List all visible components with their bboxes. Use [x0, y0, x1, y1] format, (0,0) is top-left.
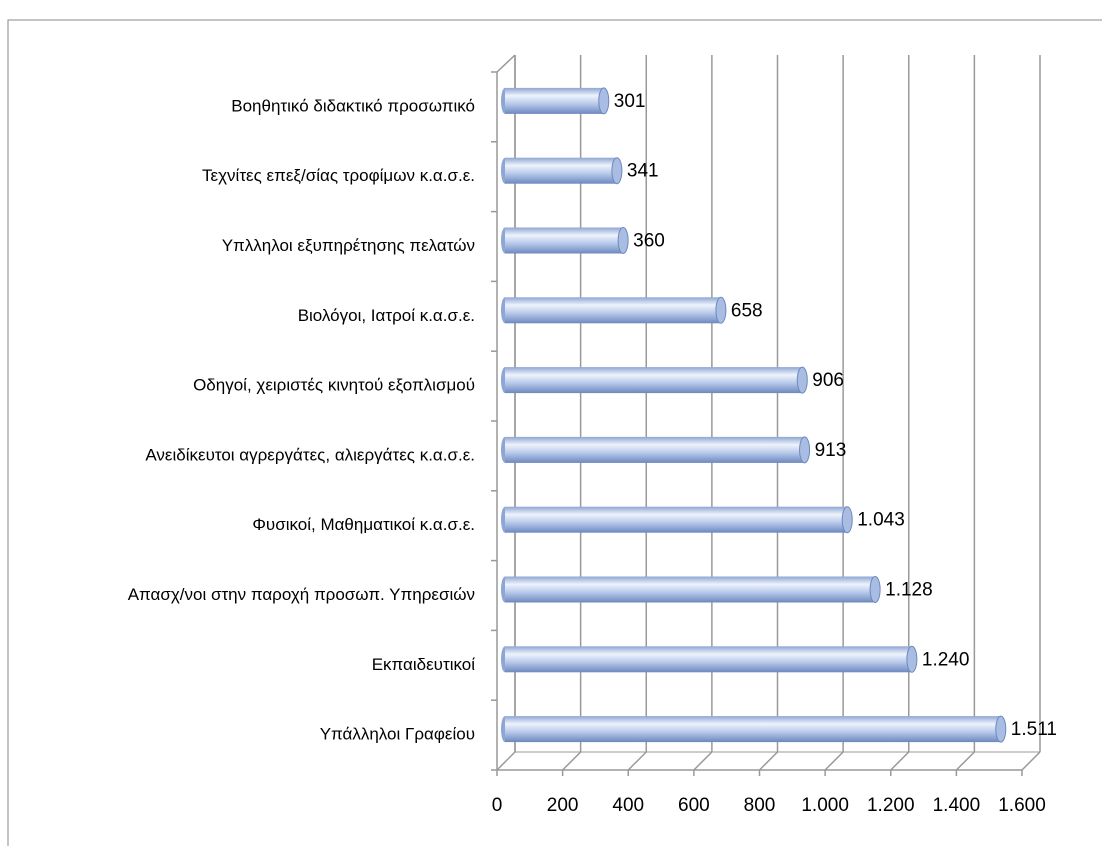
bar-cap: [715, 296, 727, 324]
grid-line: [627, 751, 647, 771]
x-tick-label: 400: [612, 795, 644, 816]
bar: [505, 716, 1001, 743]
x-tick-label: 800: [744, 795, 776, 816]
grid-line: [562, 751, 582, 771]
y-tick-label: Ανειδίκευτοι αγρεργάτες, αλιεργάτες κ.α.…: [145, 445, 475, 464]
y-tick-label: Τεχνίτες επεξ/σίας τροφίμων κ.α.σ.ε.: [202, 166, 475, 185]
y-tick-label: Απασχ/νοι στην παροχή προσωπ. Υπηρεσιών: [128, 585, 475, 604]
bar-cap: [796, 366, 808, 394]
x-tick-label: 1.000: [801, 795, 849, 816]
value-label: 913: [815, 440, 847, 461]
axis-line: [496, 54, 516, 73]
y-tick-label: Οδηγοί, χειριστές κινητού εξοπλισμού: [193, 376, 475, 395]
grid-line: [824, 751, 844, 771]
bar-cap: [869, 576, 881, 603]
grid-line: [955, 751, 975, 771]
bar-cap: [617, 227, 629, 254]
bar-cap: [598, 87, 610, 115]
chart-frame: [7, 19, 1102, 846]
grid-line: [1021, 751, 1041, 771]
value-label: 360: [633, 231, 665, 252]
value-label: 301: [614, 91, 646, 112]
value-label: 658: [731, 300, 763, 321]
y-tick-label: Υπάλληλοι Γραφείου: [320, 725, 475, 744]
value-label: 1.043: [857, 510, 905, 531]
bar: [505, 646, 912, 673]
bar: [505, 227, 624, 254]
bar: [505, 297, 721, 324]
bar-cap: [841, 506, 853, 534]
value-label: 341: [627, 161, 659, 182]
value-label: 906: [812, 370, 844, 391]
value-label: 1.128: [885, 580, 933, 601]
x-tick-label: 1.400: [933, 795, 981, 816]
bar: [505, 87, 604, 114]
x-tick-label: 0: [492, 795, 503, 816]
x-tick-label: 600: [678, 795, 710, 816]
bar: [505, 367, 803, 394]
value-label: 1.240: [922, 649, 970, 670]
bar-cap: [995, 715, 1007, 743]
y-tick-label: Φυσικοί, Μαθηματικοί κ.α.σ.ε.: [252, 515, 475, 534]
x-tick-label: 200: [547, 795, 579, 816]
bar: [505, 157, 617, 184]
grid-line: [693, 751, 713, 771]
y-tick-label: Υπλληλοι εξυπηρέτησης πελατών: [222, 236, 475, 255]
bar: [505, 506, 848, 533]
bar-cap: [611, 157, 623, 185]
y-tick-label: Βιολόγοι, Ιατροί κ.α.σ.ε.: [298, 306, 475, 325]
grid-line: [890, 751, 910, 771]
y-tick-label: Βοηθητικό διδακτικό προσωπικό: [231, 96, 475, 115]
grid-line: [496, 751, 516, 771]
grid-line: [758, 751, 779, 771]
y-tick-label: Εκπαιδευτικοί: [372, 655, 476, 674]
value-label: 1.511: [1011, 719, 1057, 740]
x-tick-label: 1.600: [998, 795, 1046, 816]
bar-cap: [799, 436, 811, 464]
bar: [505, 576, 876, 603]
x-tick-label: 1.200: [867, 795, 915, 816]
bar-cap: [906, 645, 918, 673]
bar: [505, 436, 805, 463]
